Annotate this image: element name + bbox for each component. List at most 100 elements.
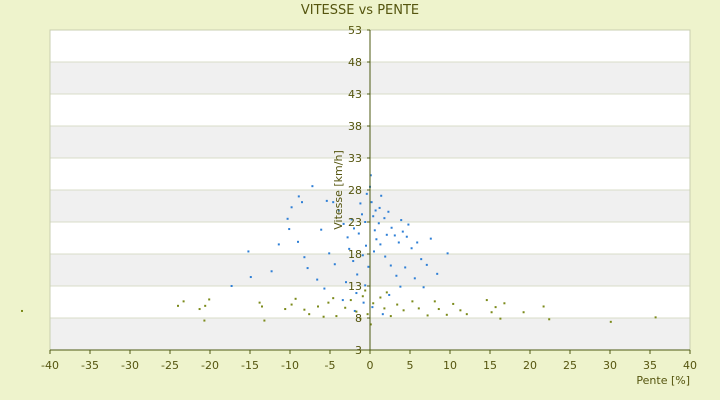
y-tick-label: 53	[348, 24, 362, 37]
y-tick-label: 43	[348, 88, 362, 101]
data-point-blue	[375, 238, 378, 241]
x-tick-label: -30	[121, 359, 139, 372]
data-point-olive	[437, 308, 440, 311]
data-point-olive	[372, 302, 375, 305]
data-point-blue	[400, 219, 403, 222]
y-tick-label: 3	[355, 344, 362, 357]
data-point-olive	[198, 308, 201, 311]
data-point-olive	[366, 313, 369, 316]
data-point-olive	[335, 315, 338, 318]
data-point-olive	[426, 314, 429, 317]
data-point-olive	[654, 316, 657, 319]
data-point-blue	[301, 201, 303, 204]
data-point-blue	[355, 292, 358, 295]
data-point-blue	[357, 232, 360, 235]
x-tick-label: -20	[201, 359, 219, 372]
data-point-blue	[429, 237, 432, 240]
data-point-olive	[361, 295, 364, 298]
x-tick-label: 30	[603, 359, 617, 372]
data-point-blue	[342, 222, 345, 225]
data-point-olive	[261, 305, 263, 308]
y-tick-label: 48	[348, 56, 362, 69]
data-point-olive	[609, 320, 612, 323]
data-point-olive	[385, 291, 388, 294]
data-point-olive	[359, 317, 362, 320]
data-point-blue	[389, 264, 392, 267]
y-tick-label: 28	[348, 184, 362, 197]
data-point-olive	[494, 306, 497, 309]
data-point-olive	[349, 299, 352, 302]
data-point-olive	[445, 313, 448, 316]
data-point-blue	[286, 217, 289, 220]
data-point-blue	[350, 218, 353, 221]
data-point-blue	[372, 215, 375, 218]
data-point-blue	[345, 281, 347, 284]
data-point-blue	[352, 260, 355, 263]
data-point-blue	[341, 299, 344, 302]
data-points	[21, 174, 657, 326]
data-point-blue	[371, 306, 374, 309]
data-point-blue	[365, 244, 367, 247]
y-axis-label: Vitesse [km/h]	[332, 150, 345, 230]
data-point-blue	[337, 209, 340, 212]
data-point-olive	[411, 300, 414, 303]
data-point-olive	[490, 311, 493, 314]
data-point-blue	[290, 206, 293, 209]
data-point-blue	[373, 250, 375, 253]
data-point-blue	[361, 254, 364, 257]
data-point-blue	[393, 234, 396, 237]
data-point-blue	[404, 266, 407, 269]
data-point-blue	[316, 278, 319, 281]
data-point-blue	[436, 272, 439, 275]
x-tick-label: 25	[563, 359, 577, 372]
x-axis-ticks: -40 -35 -30 -25 -20 -15 -10 -5 0 5 10 15 20 25 30 35 40	[41, 350, 697, 372]
data-point-blue	[379, 243, 382, 246]
data-point-olive	[364, 289, 367, 292]
data-point-blue	[380, 194, 383, 197]
data-point-blue	[333, 263, 336, 266]
data-point-olive	[344, 306, 347, 309]
data-point-olive	[203, 319, 206, 322]
data-point-olive	[177, 304, 179, 307]
data-point-blue	[388, 293, 391, 296]
data-point-olive	[522, 311, 525, 314]
x-tick-label: 5	[407, 359, 414, 372]
y-tick-label: 38	[348, 120, 362, 133]
data-point-blue	[374, 209, 377, 212]
data-point-olive	[402, 309, 405, 312]
y-tick-label: 33	[348, 152, 362, 165]
data-point-blue	[348, 247, 351, 250]
data-point-blue	[356, 273, 359, 276]
data-point-olive	[389, 315, 392, 318]
data-point-olive	[208, 298, 211, 301]
data-point-blue	[401, 230, 404, 233]
x-tick-label: 35	[643, 359, 657, 372]
data-point-olive	[317, 305, 319, 308]
data-point-blue	[346, 236, 349, 239]
data-point-olive	[459, 309, 462, 312]
data-point-olive	[308, 313, 311, 316]
data-point-blue	[362, 301, 365, 304]
y-tick-label: 18	[348, 248, 362, 261]
data-point-blue	[364, 221, 367, 223]
data-point-blue	[397, 241, 400, 244]
data-point-olive	[433, 300, 436, 303]
data-point-blue	[277, 243, 280, 246]
data-point-blue	[410, 247, 413, 250]
data-point-blue	[383, 217, 386, 220]
x-tick-label: -25	[161, 359, 179, 372]
data-point-blue	[364, 284, 367, 287]
data-point-blue	[387, 210, 390, 213]
chart-title: VITESSE vs PENTE	[301, 3, 419, 18]
data-point-blue	[323, 287, 326, 290]
data-point-blue	[377, 222, 380, 225]
data-point-blue	[446, 252, 449, 255]
data-point-olive	[503, 302, 506, 305]
data-point-blue	[384, 255, 387, 258]
data-point-blue	[373, 229, 376, 232]
data-point-blue	[422, 286, 425, 289]
y-tick-label: 13	[348, 280, 362, 293]
data-point-blue	[247, 250, 250, 253]
data-point-blue	[420, 258, 423, 261]
data-point-blue	[230, 285, 233, 287]
